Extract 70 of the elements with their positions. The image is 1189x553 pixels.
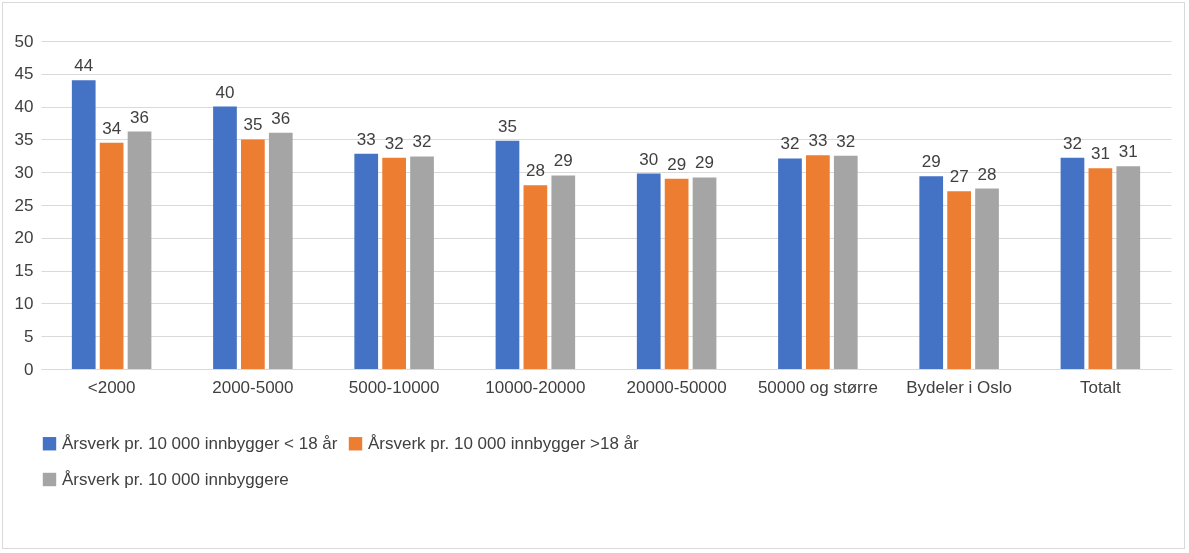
bar [975, 188, 999, 369]
data-label: 40 [215, 82, 235, 102]
data-label: 31 [1118, 142, 1138, 162]
legend-label: Årsverk pr. 10 000 innbygger >18 år [368, 433, 640, 453]
bar [71, 80, 96, 369]
bar [692, 177, 717, 369]
data-label: 33 [356, 129, 376, 149]
bar [354, 153, 379, 369]
y-tick-label: 40 [14, 97, 34, 117]
data-label: 28 [525, 161, 545, 181]
bar [664, 178, 689, 369]
data-label: 36 [130, 107, 149, 127]
x-tick-label: 10000-20000 [485, 377, 586, 397]
data-label: 31 [1090, 144, 1110, 164]
bar [213, 106, 237, 369]
data-label: 32 [412, 132, 432, 152]
data-label: 30 [639, 149, 659, 169]
bar [551, 175, 576, 369]
bar [99, 142, 124, 369]
y-tick-label: 30 [14, 162, 34, 182]
y-tick-label: 15 [14, 261, 34, 281]
data-label: 32 [780, 134, 800, 154]
y-tick-label: 25 [14, 195, 34, 215]
bar [523, 185, 548, 369]
x-tick-label: Totalt [1080, 377, 1121, 397]
bar [382, 157, 406, 369]
data-label: 29 [921, 152, 941, 172]
bar [410, 156, 434, 369]
bar [1060, 157, 1085, 369]
data-label: 35 [243, 115, 263, 135]
bar [947, 191, 971, 369]
data-label: 32 [1063, 133, 1082, 153]
bar [636, 173, 661, 369]
y-tick-label: 10 [14, 293, 34, 313]
x-tick-label: Bydeler i Oslo [906, 377, 1013, 397]
data-label: 33 [808, 131, 828, 151]
x-tick-label: 2000-5000 [212, 377, 294, 397]
data-label: 44 [74, 56, 94, 76]
bar [1116, 166, 1141, 369]
bar [1088, 168, 1113, 369]
y-tick-label: 35 [14, 129, 34, 149]
y-tick-label: 50 [14, 31, 34, 51]
x-tick-label: 20000-50000 [626, 377, 727, 397]
x-tick-label: <2000 [87, 377, 136, 397]
x-tick-label: 50000 og større [757, 377, 878, 397]
legend-label: Årsverk pr. 10 000 innbyggere [62, 469, 289, 489]
y-tick-label: 20 [14, 228, 34, 248]
data-label: 32 [384, 133, 404, 153]
data-label: 36 [271, 108, 291, 128]
data-label: 27 [949, 167, 969, 187]
legend-label: Årsverk pr. 10 000 innbygger < 18 år [62, 433, 338, 453]
data-label: 28 [977, 164, 997, 184]
data-label: 32 [836, 131, 856, 151]
bar [495, 140, 520, 369]
data-label: 29 [667, 154, 687, 174]
data-label: 35 [498, 116, 517, 136]
x-tick-label: 5000-10000 [348, 377, 440, 397]
y-tick-label: 5 [24, 326, 34, 346]
data-label: 34 [102, 118, 122, 138]
bar [268, 132, 293, 369]
y-tick-label: 0 [24, 359, 34, 379]
y-tick-label: 45 [14, 64, 34, 84]
data-label: 29 [695, 153, 714, 173]
data-label: 29 [553, 151, 573, 171]
bar [127, 131, 152, 369]
bar [778, 158, 802, 369]
bar [241, 139, 265, 369]
bar [806, 155, 830, 369]
bar [919, 176, 944, 369]
bar [833, 155, 858, 369]
